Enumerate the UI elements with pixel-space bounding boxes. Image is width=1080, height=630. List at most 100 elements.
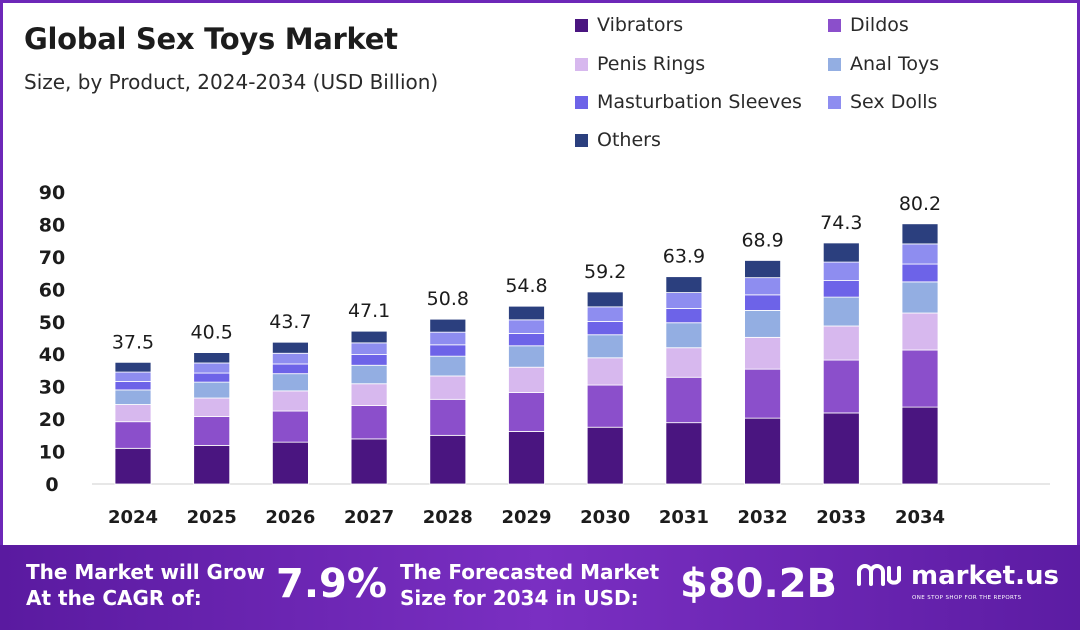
forecast-caption-line2: Size for 2034 in USD: xyxy=(400,586,639,610)
bar-segment-others xyxy=(193,352,231,364)
y-tick-label: 40 xyxy=(39,344,65,366)
bar-segment-dildos xyxy=(271,410,309,443)
bar-segment-penis-rings xyxy=(586,357,624,386)
bar-segment-vibrators xyxy=(429,434,467,485)
legend-swatch xyxy=(828,57,841,71)
bar-segment-others xyxy=(508,305,545,321)
legend-item-others: Others xyxy=(575,129,661,151)
bar-segment-penis-rings xyxy=(271,390,309,412)
bar-segment-dildos xyxy=(114,421,152,449)
bar-segment-sex-dolls xyxy=(271,352,309,365)
bar-segment-dildos xyxy=(193,416,231,446)
logo-text: market.us xyxy=(911,561,1059,591)
bar-segment-dildos xyxy=(901,349,939,408)
bar-segment-penis-rings xyxy=(114,404,152,423)
bar-segment-anal-toys xyxy=(350,364,388,385)
bar-segment-sex-dolls xyxy=(429,331,467,346)
bar-total-label: 80.2 xyxy=(899,193,941,215)
legend-swatch xyxy=(828,95,841,109)
cagr-caption-line1: The Market will Grow xyxy=(26,560,266,584)
legend-item-sex-dolls: Sex Dolls xyxy=(828,91,937,113)
bar-total-label: 37.5 xyxy=(112,331,154,353)
bar-segment-dildos xyxy=(822,359,860,414)
bar-segment-dildos xyxy=(429,398,467,436)
bar-segment-penis-rings xyxy=(822,325,860,361)
bar-segment-vibrators xyxy=(271,441,309,485)
bar-segment-anal-toys xyxy=(271,373,309,392)
market-us-logo: market.us xyxy=(855,560,1059,592)
bar-segment-anal-toys xyxy=(665,322,703,349)
y-tick-label: 70 xyxy=(39,247,65,269)
bar-segment-sex-dolls xyxy=(586,306,624,322)
legend-label: Vibrators xyxy=(597,14,684,36)
bar-segment-dildos xyxy=(744,368,781,419)
summary-banner: The Market will Grow At the CAGR of: 7.9… xyxy=(0,545,1080,630)
bar-segment-masturbation-sleeves xyxy=(901,263,939,283)
bar-segment-masturbation-sleeves xyxy=(665,308,703,324)
legend-item-anal-toys: Anal Toys xyxy=(828,53,939,75)
bar-segment-anal-toys xyxy=(429,355,467,377)
bar-segment-penis-rings xyxy=(665,347,703,378)
bar-segment-anal-toys xyxy=(508,345,545,368)
y-tick-label: 80 xyxy=(39,214,65,236)
legend-swatch xyxy=(575,133,588,147)
bar-segment-vibrators xyxy=(586,426,624,485)
bar-total-label: 43.7 xyxy=(269,311,311,333)
bar-segment-masturbation-sleeves xyxy=(193,372,231,383)
logo-tagline: ONE STOP SHOP FOR THE REPORTS xyxy=(912,595,1022,601)
bar-segment-sex-dolls xyxy=(822,261,860,281)
bar-total-label: 59.2 xyxy=(584,261,626,283)
x-tick-label: 2028 xyxy=(423,507,473,528)
x-tick-label: 2026 xyxy=(265,507,315,528)
bar-total-label: 74.3 xyxy=(820,212,862,234)
bar-segment-sex-dolls xyxy=(901,243,939,265)
bar-segment-masturbation-sleeves xyxy=(508,333,545,347)
legend-item-masturbation-sleeves: Masturbation Sleeves xyxy=(575,91,802,113)
bar-segment-vibrators xyxy=(665,422,703,485)
bar-segment-others xyxy=(114,361,152,373)
bar-segment-anal-toys xyxy=(744,310,781,338)
bar-segment-masturbation-sleeves xyxy=(822,280,860,298)
bar-total-label: 63.9 xyxy=(663,246,705,268)
bar-segment-anal-toys xyxy=(193,381,231,399)
x-tick-label: 2032 xyxy=(738,507,788,528)
bar-segment-masturbation-sleeves xyxy=(350,354,388,366)
bar-segment-anal-toys xyxy=(114,389,152,405)
legend-label: Others xyxy=(597,129,661,151)
legend-label: Masturbation Sleeves xyxy=(597,91,802,113)
legend-item-vibrators: Vibrators xyxy=(575,14,683,36)
bar-segment-masturbation-sleeves xyxy=(271,363,309,375)
x-tick-label: 2024 xyxy=(108,507,158,528)
bar-segment-vibrators xyxy=(901,406,939,485)
bar-segment-anal-toys xyxy=(586,334,624,359)
bar-segment-penis-rings xyxy=(744,336,781,370)
bar-segment-anal-toys xyxy=(822,296,860,327)
legend-swatch xyxy=(828,18,841,32)
y-tick-label: 10 xyxy=(39,442,65,464)
bar-segment-sex-dolls xyxy=(193,362,231,374)
stacked-bar-chart: 90 80 70 60 50 40 30 20 10 0 37.5 2024 40.5 2025 43.7 2… xyxy=(39,182,1050,528)
bar-segment-others xyxy=(586,291,624,308)
bar-segment-others xyxy=(350,330,388,344)
chart-legend: Vibrators Dildos Penis Rings Anal Toys M… xyxy=(0,0,1080,160)
bar-segment-penis-rings xyxy=(508,366,545,393)
x-tick-label: 2029 xyxy=(501,507,551,528)
y-tick-label: 0 xyxy=(45,474,58,496)
x-tick-label: 2031 xyxy=(659,507,709,528)
legend-item-dildos: Dildos xyxy=(828,14,909,36)
bar-segment-penis-rings xyxy=(429,375,467,400)
bar-segment-vibrators xyxy=(350,438,388,485)
bar-segment-sex-dolls xyxy=(114,371,152,382)
y-tick-label: 50 xyxy=(39,312,65,334)
bar-segment-vibrators xyxy=(114,447,152,485)
bar-segment-masturbation-sleeves xyxy=(114,381,152,391)
cagr-value: 7.9% xyxy=(276,561,387,607)
x-tick-label: 2025 xyxy=(187,507,237,528)
bar-segment-sex-dolls xyxy=(665,292,703,309)
legend-swatch xyxy=(575,95,588,109)
bar-segment-others xyxy=(429,318,467,333)
bar-total-label: 40.5 xyxy=(191,322,233,344)
forecast-value: $80.2B xyxy=(680,561,838,607)
bar-segment-others xyxy=(271,341,309,354)
bar-segment-sex-dolls xyxy=(744,277,781,296)
